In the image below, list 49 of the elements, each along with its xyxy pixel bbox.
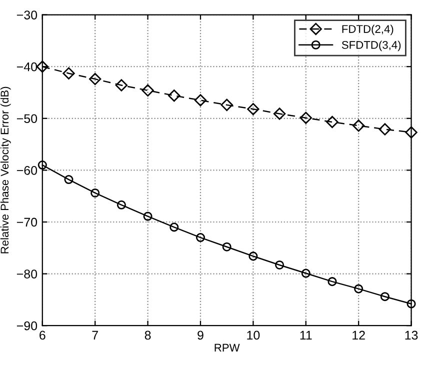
x-tick-label: 7 (92, 330, 98, 340)
point (248, 252, 258, 261)
point (326, 116, 338, 128)
point (328, 277, 337, 286)
point (406, 299, 416, 308)
point (380, 292, 390, 302)
legend-label: FDTD(2,4) (342, 24, 394, 36)
x-tick-label: 13 (405, 330, 418, 340)
point (301, 268, 310, 278)
point (378, 123, 392, 136)
y-tick-label: −30 (16, 10, 38, 20)
x-axis-title: RPW (214, 344, 240, 352)
point (38, 160, 47, 170)
point (196, 233, 206, 242)
point (89, 72, 102, 86)
y-tick-label: −40 (16, 62, 38, 72)
point (62, 67, 75, 80)
y-axis-title: Relative Phase Velocity Error (dB) (0, 86, 11, 254)
point (90, 188, 100, 198)
y-tick-label: −60 (16, 166, 38, 175)
point (36, 60, 48, 73)
legend-label: SFDTD(3,4) (342, 40, 401, 52)
point (116, 200, 126, 210)
point (64, 175, 74, 184)
x-tick-label: 10 (247, 330, 260, 340)
point (273, 108, 286, 120)
y-tick-label: −90 (16, 321, 38, 330)
point (168, 90, 180, 102)
x-tick-label: 12 (352, 330, 365, 340)
x-tick-label: 9 (198, 330, 204, 340)
point (142, 84, 154, 97)
point (275, 260, 284, 270)
point (222, 242, 232, 252)
point (300, 112, 312, 124)
x-tick-label: 8 (144, 330, 151, 340)
point (170, 222, 179, 232)
point (143, 212, 152, 221)
y-tick-label: −80 (16, 270, 38, 278)
point (247, 102, 260, 116)
point (354, 284, 364, 294)
point (220, 98, 233, 112)
point (115, 79, 128, 92)
x-tick-label: 6 (40, 330, 46, 340)
point (352, 120, 365, 132)
point (194, 94, 207, 106)
point (405, 126, 418, 138)
y-tick-label: −50 (16, 114, 38, 124)
y-tick-label: −70 (16, 218, 38, 227)
x-tick-label: 11 (300, 330, 312, 340)
